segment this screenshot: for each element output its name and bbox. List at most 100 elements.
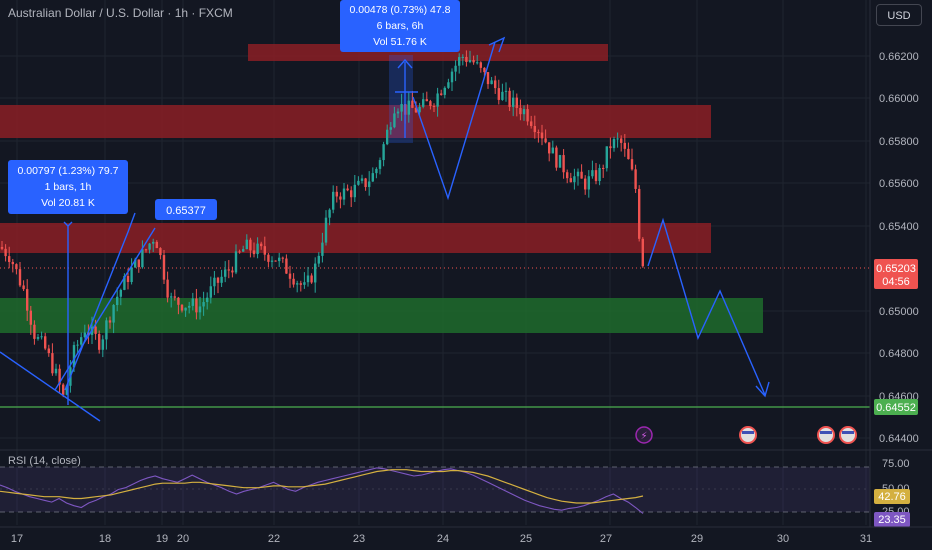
candle-body — [72, 345, 76, 368]
candle-body — [422, 99, 425, 107]
candle-body — [486, 72, 490, 85]
candle-body — [623, 142, 626, 149]
candle-body — [206, 297, 209, 303]
candle-body — [310, 275, 313, 283]
candle-body — [414, 107, 418, 113]
flash-event-icon — [635, 426, 653, 444]
candle-body — [382, 144, 385, 161]
candle-body — [483, 67, 486, 73]
support-zone[interactable] — [0, 298, 763, 333]
candle-body — [364, 178, 367, 188]
candle-body — [436, 93, 439, 107]
candle-body — [245, 239, 248, 250]
measure-box-left[interactable]: 0.00797 (1.23%) 79.7 1 bars, 1h Vol 20.8… — [8, 160, 128, 214]
candle-body — [191, 298, 194, 306]
candle-body — [209, 286, 212, 298]
candle-body — [177, 297, 180, 305]
resistance-zone-upper[interactable] — [0, 105, 711, 138]
candle-body — [555, 147, 558, 168]
candle-body — [533, 126, 536, 133]
candle-body — [591, 170, 594, 177]
candle-body — [238, 251, 241, 253]
price-tick: 0.65000 — [879, 306, 919, 318]
measure-left-line3: Vol 20.81 K — [41, 197, 95, 209]
time-tick: 27 — [600, 533, 612, 545]
candle-body — [8, 256, 11, 262]
candle-body — [332, 191, 335, 210]
candle-body — [490, 80, 493, 85]
candle-body — [162, 255, 166, 280]
candle-body — [627, 148, 630, 160]
candle-body — [270, 260, 274, 262]
candle-body — [22, 285, 25, 290]
price-tick: 0.64400 — [879, 433, 919, 445]
candle-body — [558, 155, 562, 168]
measure-top-line1: 0.00478 (0.73%) 47.8 — [350, 4, 451, 16]
candle-body — [76, 344, 79, 346]
candle-body — [530, 121, 533, 127]
candle-body — [144, 249, 148, 251]
rsi-band — [0, 467, 870, 512]
candle-body — [231, 270, 234, 273]
candle-body — [15, 264, 18, 270]
candle-body — [346, 188, 349, 191]
currency-button[interactable]: USD — [876, 4, 922, 26]
time-tick: 29 — [691, 533, 703, 545]
candle-body — [288, 273, 292, 279]
candle-body — [296, 283, 299, 285]
candle-body — [454, 65, 457, 72]
candle-body — [465, 56, 468, 63]
candle-body — [440, 93, 443, 95]
candle-body — [4, 248, 7, 257]
candle-body — [148, 243, 151, 250]
candle-body — [357, 180, 360, 185]
candle-body — [576, 171, 580, 177]
candle-body — [587, 176, 590, 190]
candle-body — [116, 296, 119, 306]
rsi-ma-value: 42.76 — [878, 491, 906, 503]
candle-body — [540, 132, 544, 139]
countdown: 04:56 — [882, 276, 910, 288]
candle-body — [594, 170, 598, 182]
measure-top-line2: 6 bars, 6h — [377, 20, 424, 32]
candle-body — [548, 142, 551, 154]
time-tick: 18 — [99, 533, 111, 545]
candle-body — [40, 336, 43, 338]
time-axis: 17 18 19 20 22 23 24 25 27 29 30 31 — [11, 533, 872, 545]
candle-body — [141, 249, 144, 268]
resistance-zone-lower[interactable] — [0, 223, 711, 253]
candle-body — [418, 106, 421, 113]
price-tick: 0.65600 — [879, 178, 919, 190]
candle-body — [472, 60, 475, 63]
grid — [0, 0, 870, 525]
measure-box-top[interactable]: 0.00478 (0.73%) 47.8 6 bars, 6h Vol 51.7… — [340, 0, 460, 52]
candle-body — [400, 103, 403, 112]
price-note[interactable]: 0.65377 — [155, 199, 217, 220]
candle-body — [29, 310, 32, 325]
candle-body — [216, 277, 220, 283]
price-tick: 0.66000 — [879, 93, 919, 105]
price-axis: 0.66200 0.66000 0.65800 0.65600 0.65400 … — [879, 51, 919, 445]
candle-body — [274, 260, 277, 262]
candle-body — [569, 178, 572, 183]
candle-body — [328, 209, 331, 218]
rsi-tick-75: 75.00 — [882, 458, 910, 470]
candle-body — [562, 155, 565, 173]
candle-body — [62, 384, 65, 395]
trend-lines — [0, 36, 770, 422]
resistance-zone-top[interactable] — [248, 44, 608, 61]
candle-body — [526, 109, 529, 122]
candle-body — [18, 269, 22, 286]
candle-body — [450, 71, 454, 83]
candle-body — [429, 101, 432, 107]
candle-body — [494, 80, 497, 89]
event-icons[interactable]: ⚡ — [635, 426, 857, 444]
candle-body — [393, 113, 396, 128]
candle-body — [468, 60, 472, 63]
us-flag-icon-3 — [839, 426, 857, 444]
candle-body — [202, 302, 205, 307]
candle-body — [350, 190, 353, 198]
candle-body — [249, 239, 252, 251]
candle-body — [353, 184, 356, 198]
